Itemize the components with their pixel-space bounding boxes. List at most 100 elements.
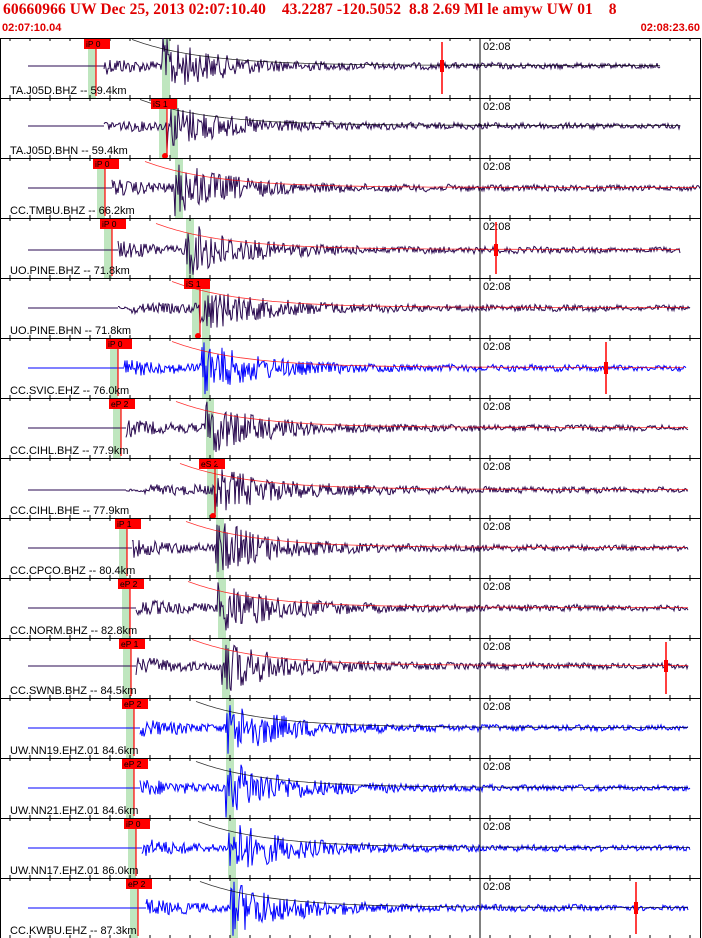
station-label: CC.NORM.BHZ -- 82.8km: [10, 625, 137, 637]
pick-tag: [100, 219, 126, 229]
waveform-trace: [111, 164, 701, 217]
pick-tag: [109, 399, 135, 409]
minute-mark-label: 02:08: [483, 221, 511, 233]
pick-tag: [115, 519, 141, 529]
trace-panel: 02:08 iP 0 CC.SVIC.EHZ -- 76.0km: [0, 338, 701, 399]
pick-dot: [201, 279, 207, 285]
coda-envelope-curve: [199, 881, 688, 908]
station-label: UW.NN17.EHZ.01 86.0km: [10, 865, 138, 877]
pick-dot: [195, 333, 201, 339]
coda-envelope-curve: [195, 761, 688, 788]
pick-tag: [124, 819, 150, 829]
station-label: CC.SVIC.EHZ -- 76.0km: [10, 385, 129, 397]
pick-label: iP 0: [108, 339, 123, 349]
pick-label: eP 2: [111, 399, 129, 409]
minute-mark-label: 02:08: [483, 521, 511, 533]
minute-mark-label: 02:08: [483, 101, 511, 113]
waveform-trace: [125, 401, 689, 453]
pick-tag: [118, 579, 144, 589]
trace-panel: 02:08 iP 0 TA.J05D.BHZ -- 59.4km: [0, 38, 701, 99]
phase-pick[interactable]: iP 0: [84, 39, 110, 96]
waveform-trace: [103, 38, 661, 85]
waveform-trace: [141, 825, 691, 868]
station-label: UO.PINE.BHN -- 71.8km: [10, 325, 131, 337]
phase-pick[interactable]: iP 0: [124, 819, 150, 876]
station-label: TA.J05D.BHZ -- 59.4km: [10, 85, 127, 97]
amplitude-spike-marker: [604, 362, 608, 374]
trace-panel: 02:08 eS 2 CC.CIHL.BHE -- 77.9km: [0, 458, 701, 519]
amplitude-spike-marker: [664, 660, 668, 672]
trace-panel: 02:08 eP 2 CC.KWBU.EHZ -- 87.3km: [0, 878, 701, 938]
trace-panel: 02:08 iP 1 CC.CPCO.BHZ -- 80.4km: [0, 518, 701, 579]
phase-pick[interactable]: eP 1: [119, 639, 145, 696]
minute-mark-label: 02:08: [483, 701, 511, 713]
event-title: 60660966 UW Dec 25, 2013 02:07:10.40 43.…: [3, 1, 617, 18]
phase-pick[interactable]: eP 2: [126, 879, 152, 936]
coda-envelope-curve: [197, 821, 690, 848]
pick-dot: [216, 459, 222, 465]
pick-tag: [151, 99, 177, 109]
pick-tag: [184, 279, 210, 289]
station-label: TA.J05D.BHN -- 59.4km: [10, 145, 128, 157]
amplitude-spike-marker: [494, 244, 498, 256]
phase-pick[interactable]: eS 2: [199, 459, 225, 519]
trace-panels: 02:08 iP 0 TA.J05D.BHZ -- 59.4km 02:08 iS 1 T…: [0, 38, 701, 938]
waveform-trace: [139, 705, 689, 754]
phase-pick[interactable]: iP 1: [115, 519, 141, 576]
minute-mark-label: 02:08: [483, 41, 511, 53]
phase-pick[interactable]: iP 0: [106, 339, 132, 396]
pick-label: iP 0: [102, 219, 117, 229]
pick-label: iS 1: [153, 99, 168, 109]
pick-label: iS 1: [186, 279, 201, 289]
pick-label: eP 2: [120, 579, 138, 589]
pick-dot: [210, 513, 216, 519]
coda-envelope-curve: [155, 223, 680, 250]
pick-tag: [122, 759, 148, 769]
pick-tag: [106, 339, 132, 349]
trace-panel: 02:08 eP 2 UW.NN19.EHZ.01 84.6km: [0, 698, 701, 759]
phase-pick[interactable]: eP 2: [118, 579, 144, 636]
coda-envelope-curve: [187, 581, 688, 608]
phase-pick[interactable]: iP 0: [100, 219, 126, 276]
phase-pick[interactable]: iS 1: [151, 99, 177, 159]
coda-envelope-curve: [171, 281, 688, 308]
phase-pick[interactable]: iP 0: [93, 159, 119, 216]
phase-pick[interactable]: eP 2: [109, 399, 135, 456]
trace-panel: 02:08 iP 0 UW.NN17.EHZ.01 86.0km: [0, 818, 701, 879]
phase-pick[interactable]: iS 1: [184, 279, 210, 339]
coda-envelope-curve: [131, 39, 660, 66]
station-label: CC.CIHL.BHZ -- 77.9km: [10, 445, 129, 457]
station-label: UO.PINE.BHZ -- 71.8km: [10, 265, 130, 277]
minute-mark-label: 02:08: [483, 401, 511, 413]
waveform-trace: [131, 523, 689, 572]
amplitude-spike-marker: [634, 902, 638, 914]
waveform-trace: [117, 226, 681, 275]
trace-panel: 02:08 iS 1 UO.PINE.BHN -- 71.8km: [0, 278, 701, 339]
event-header: 60660966 UW Dec 25, 2013 02:07:10.40 43.…: [0, 0, 702, 38]
phase-pick[interactable]: eP 2: [122, 699, 148, 756]
waveform-trace: [145, 881, 689, 936]
waveform-trace: [139, 764, 691, 818]
coda-envelope-curve: [179, 463, 688, 490]
waveform-trace: [135, 582, 689, 631]
waveform-trace: [118, 293, 691, 328]
pick-label: eP 2: [124, 759, 142, 769]
pick-dot: [162, 153, 168, 159]
minute-mark-label: 02:08: [483, 821, 511, 833]
waveform-trace: [123, 342, 687, 395]
pick-tag: [126, 879, 152, 889]
minute-mark-label: 02:08: [483, 461, 511, 473]
minute-mark-label: 02:08: [483, 881, 511, 893]
trace-panel: 02:08 eP 1 CC.SWNB.BHZ -- 84.5km: [0, 638, 701, 699]
trace-panel: 02:08 eP 2 CC.CIHL.BHZ -- 77.9km: [0, 398, 701, 459]
station-label: UW.NN21.EHZ.01 84.6km: [10, 805, 138, 817]
station-label: CC.TMBU.BHZ -- 66.2km: [10, 205, 135, 217]
station-label: CC.SWNB.BHZ -- 84.5km: [10, 685, 137, 697]
pick-tag: [122, 699, 148, 709]
station-label: CC.CIHL.BHE -- 77.9km: [10, 505, 129, 517]
waveform-trace: [103, 107, 681, 151]
coda-envelope-curve: [195, 701, 688, 728]
pick-tag: [199, 459, 225, 469]
coda-envelope-curve: [191, 639, 688, 666]
phase-pick[interactable]: eP 2: [122, 759, 148, 816]
